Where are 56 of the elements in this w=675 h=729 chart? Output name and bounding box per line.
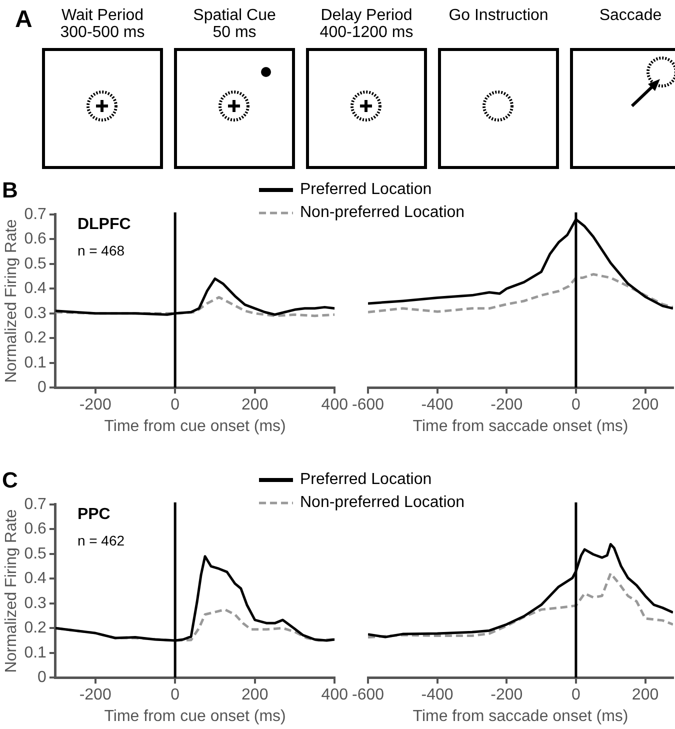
chart-title: C xyxy=(2,467,18,492)
y-tick-label: 0.6 xyxy=(24,520,47,538)
y-tick-label: 0.4 xyxy=(24,570,47,588)
x-axis-title: Time from cue onset (ms) xyxy=(104,708,286,725)
y-tick-label: 0.3 xyxy=(24,304,47,322)
x-tick-label: -200 xyxy=(490,686,523,704)
annotation: n = 468 xyxy=(77,242,125,258)
x-tick-label: -400 xyxy=(421,396,454,414)
y-axis-title: Normalized Firing Rate xyxy=(3,219,20,383)
x-tick-label: 0 xyxy=(170,686,180,704)
x-tick-label: -400 xyxy=(421,686,454,704)
annotation: PPC xyxy=(77,506,111,523)
x-tick-label: 200 xyxy=(242,686,268,704)
x-tick-label: 0 xyxy=(572,686,581,704)
text: Go Instruction xyxy=(448,7,550,24)
x-tick-label: -200 xyxy=(79,396,112,414)
y-tick-label: 0.1 xyxy=(24,644,47,662)
text: Delay Period 400-1200 ms xyxy=(318,7,414,41)
annotation: DLPFC xyxy=(77,216,132,233)
x-tick-label: -200 xyxy=(490,396,523,414)
y-tick-label: 0.1 xyxy=(24,354,47,372)
x-tick-label: 0 xyxy=(170,396,180,414)
x-axis-title: Time from saccade onset (ms) xyxy=(412,708,628,725)
y-tick-label: 0.5 xyxy=(24,255,47,272)
x-tick-label: -600 xyxy=(352,396,384,414)
x-tick-label: -600 xyxy=(352,686,384,704)
y-tick-label: 0 xyxy=(38,669,47,686)
legend-label: Non-preferred Location xyxy=(300,494,465,512)
text: Spatial Cue 50 ms xyxy=(192,7,277,41)
y-tick-label: 0 xyxy=(38,379,47,396)
y-tick-label: 0.4 xyxy=(24,280,47,298)
chart-title: B xyxy=(2,177,18,202)
legend-label: Preferred Location xyxy=(300,470,432,488)
x-tick-label: 200 xyxy=(632,686,659,704)
legend-label: Preferred Location xyxy=(300,180,432,198)
x-axis-title: Time from saccade onset (ms) xyxy=(412,418,628,435)
text: Saccade xyxy=(598,7,663,24)
x-tick-label: -200 xyxy=(79,686,112,704)
annotation: n = 462 xyxy=(77,532,125,548)
y-tick-label: 0.6 xyxy=(24,230,47,248)
x-tick-label: 0 xyxy=(572,396,581,414)
text: A xyxy=(15,6,32,34)
text: Wait Period 300-500 ms xyxy=(60,7,145,41)
x-tick-label: 200 xyxy=(632,396,659,414)
x-tick-label: 400 xyxy=(321,686,348,704)
legend-label: Non-preferred Location xyxy=(300,204,465,222)
y-axis-title: Normalized Firing Rate xyxy=(3,509,20,673)
x-tick-label: 200 xyxy=(242,396,268,414)
y-tick-label: 0.5 xyxy=(24,545,47,562)
y-tick-label: 0.3 xyxy=(24,594,47,612)
y-tick-label: 0.2 xyxy=(24,620,47,637)
y-tick-label: 0.7 xyxy=(24,496,47,513)
y-tick-label: 0.2 xyxy=(24,330,47,347)
x-tick-label: 400 xyxy=(321,396,348,414)
x-axis-title: Time from cue onset (ms) xyxy=(104,418,286,435)
y-tick-label: 0.7 xyxy=(24,206,47,223)
